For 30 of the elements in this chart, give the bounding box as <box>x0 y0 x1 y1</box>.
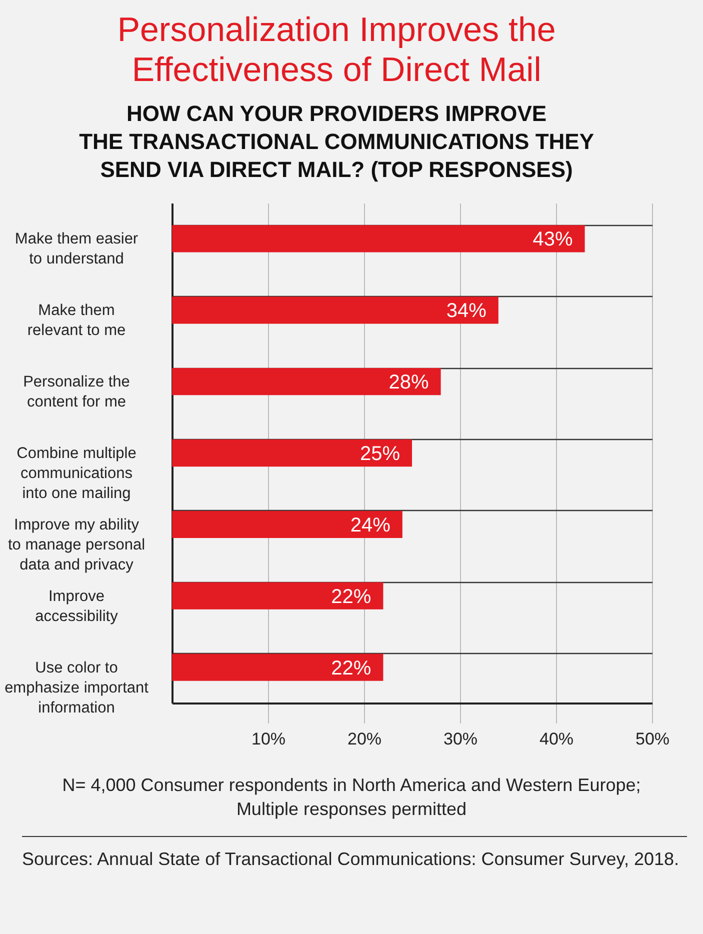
x-tick-label: 20% <box>347 730 382 748</box>
bar <box>172 582 384 610</box>
bar <box>172 225 585 252</box>
source-note: Sources: Annual State of Transactional Communications: Consumer Survey, 2018. <box>22 848 680 871</box>
y-tick-label: Make them relevant to me <box>27 302 126 340</box>
y-tick-label: Combine multiple communications into one mailing <box>16 445 136 502</box>
bar <box>172 654 384 681</box>
y-tick-label: Make them easier to understand <box>14 230 138 268</box>
x-tick-label: 50% <box>635 730 670 748</box>
chart-title: Personalization Improves the Effectiveness of Direct Mail <box>117 11 556 89</box>
data-label: 34% <box>446 300 487 322</box>
data-label: 43% <box>532 228 574 251</box>
data-label: 28% <box>388 372 430 394</box>
bar <box>172 510 402 538</box>
y-tick-label: Use color to emphasize important information <box>4 659 150 716</box>
y-tick-label: Improve my ability to manage personal data and privacy <box>8 516 146 574</box>
text: N= 4,000 Consumer respondents in North America and Western Europe; Multiple responses permitted <box>61 774 642 822</box>
bar <box>172 368 441 396</box>
data-label: 22% <box>331 586 372 608</box>
x-tick-label: 40% <box>539 730 574 748</box>
chart-subtitle: HOW CAN YOUR PROVIDERS IMPROVE THE TRANSACTIONAL COMMUNICATIONS THEY SEND VIA DIRECT MAIL? (TOP RESPONSES) <box>79 101 594 182</box>
data-label: 25% <box>360 443 400 465</box>
data-label: 22% <box>331 657 372 680</box>
y-tick-label: Personalize the content for me <box>23 374 130 411</box>
x-tick-label: 30% <box>443 730 478 748</box>
data-label: 24% <box>350 514 391 536</box>
x-tick-label: 10% <box>251 730 286 748</box>
bar <box>172 296 498 324</box>
bar <box>172 439 412 467</box>
y-tick-label: Improve accessibility <box>35 588 118 625</box>
